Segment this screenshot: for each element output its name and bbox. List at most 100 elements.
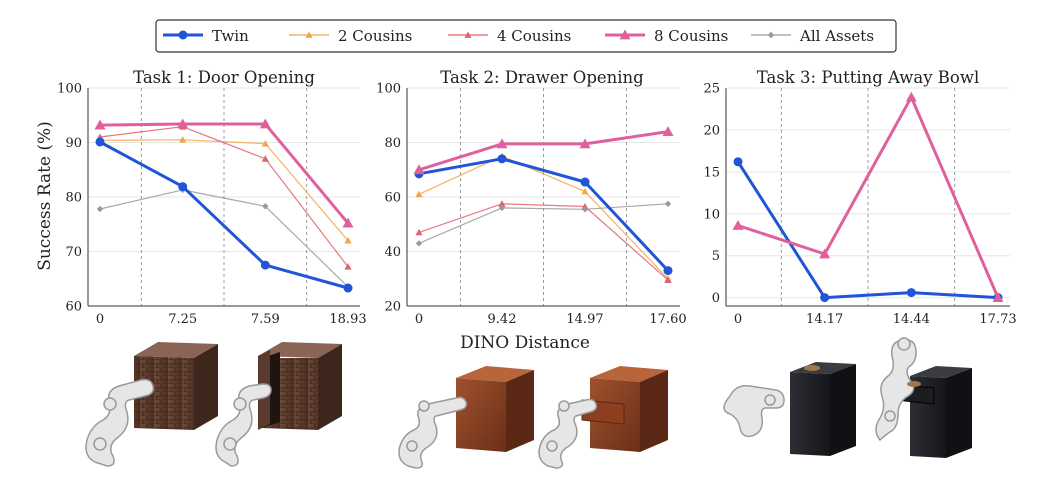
x-axis-label: DINO Distance [460,333,590,353]
x-tick-label: 17.60 [649,312,686,327]
legend-entry-3: 8 Cousins [605,27,728,45]
x-tick-label: 0 [734,312,742,327]
legend-entry-1: 2 Cousins [289,27,412,45]
cabinet-side [946,368,972,458]
illustration-bowl-closed [723,362,856,456]
legend-swatch-all-assets [751,31,791,39]
data-point-twin [663,266,673,276]
cabinet-side [318,344,342,430]
legend-entry-4: All Assets [751,27,874,45]
y-tick-label: 60 [65,300,82,315]
robot-arm [538,398,598,469]
legend-label-2-cousins: 2 Cousins [338,27,412,45]
legend-swatch-2-cousins [289,31,329,38]
series-line-2-cousins [99,139,349,241]
robot-arm [85,378,155,467]
data-point-all-assets [664,200,672,208]
cabinet-front [790,372,830,456]
x-tick-label: 0 [96,312,104,327]
data-point-twin [733,157,743,167]
series-8-cousins [413,126,674,175]
data-point-8-cousins [905,91,917,102]
legend-marker-all-assets [767,31,775,39]
data-point-2-cousins [179,136,187,143]
data-point-4-cousins [498,200,506,207]
data-point-twin [820,293,830,303]
data-point-8-cousins [413,164,425,175]
cabinet-top [134,342,218,358]
series-all-assets [415,200,672,247]
y-tick-label: 10 [703,207,720,222]
series-line-8-cousins [737,95,1000,299]
series-line-twin [736,160,999,300]
x-tick-label: 9.42 [488,312,517,327]
y-tick-label: 40 [384,245,401,260]
y-tick-label: 20 [703,123,720,138]
y-tick-label: 100 [57,82,82,97]
y-tick-label: 25 [703,82,720,97]
x-tick-label: 14.44 [893,312,930,327]
legend-label-twin: Twin [212,27,249,45]
data-point-twin [343,283,353,293]
series-line-twin [99,140,349,290]
legend-swatch-twin [163,30,203,40]
cabinet-top [790,362,856,374]
cabinet-front [134,356,194,430]
cabinet-top [910,366,972,378]
x-tick-label: 0 [415,312,423,327]
y-tick-label: 15 [703,165,720,180]
data-point-8-cousins [819,248,831,259]
data-point-all-assets [262,203,269,210]
data-point-8-cousins [732,220,744,230]
data-point-twin [906,288,916,298]
illustration-bowl-open [875,337,972,458]
series-line-twin [418,157,670,272]
series-8-cousins [732,91,1004,303]
series-line-all-assets [99,189,349,288]
data-point-8-cousins [662,126,674,136]
y-tick-label: 70 [65,245,82,260]
data-point-twin [260,260,270,270]
data-point-8-cousins [342,217,354,228]
chart-panel-door-opening: Task 1: Door Opening 60 70 80 90 100 0 7.25 7.5… [57,68,366,327]
data-point-8-cousins [496,138,508,149]
chart-title-drawer-opening: Task 2: Drawer Opening [440,68,644,87]
x-tick-label: 14.17 [806,312,843,327]
data-point-2-cousins [344,237,352,244]
x-tick-label: 7.25 [168,312,197,327]
data-point-4-cousins [344,263,352,270]
data-point-all-assets [96,205,104,213]
y-tick-label: 80 [65,191,82,206]
legend: Twin 2 Cousins 4 Cousins 8 Cousins All A… [155,19,897,53]
illustration-drawer-open [538,366,668,469]
y-tick-label: 5 [712,249,720,264]
legend-swatch-8-cousins [605,29,645,40]
x-tick-label: 18.93 [329,312,366,327]
y-tick-label: 80 [384,136,401,151]
legend-label-8-cousins: 8 Cousins [654,27,728,45]
cabinet-top [590,366,668,382]
data-point-4-cousins [664,276,672,283]
robot-arm [723,384,785,438]
series-line-8-cousins [418,130,669,172]
y-tick-label: 100 [376,82,401,97]
legend-entry-0: Twin [163,27,249,45]
illustration-drawer-closed [398,366,534,469]
data-point-twin [178,182,188,192]
legend-marker-8-cousins [619,29,631,40]
series-twin [95,137,353,293]
series-line-4-cousins [99,126,349,268]
data-point-twin [95,137,105,147]
legend-label-4-cousins: 4 Cousins [497,27,571,45]
series-line-all-assets [418,203,669,244]
data-point-2-cousins [415,190,423,198]
x-tick-label: 17.73 [979,312,1016,327]
data-point-4-cousins [261,155,269,162]
y-tick-label: 20 [384,300,401,315]
chart-title-putting-away-bowl: Task 3: Putting Away Bowl [757,68,979,87]
series-twin [733,157,1003,303]
data-point-8-cousins [259,118,271,129]
y-tick-label: 60 [384,191,401,206]
